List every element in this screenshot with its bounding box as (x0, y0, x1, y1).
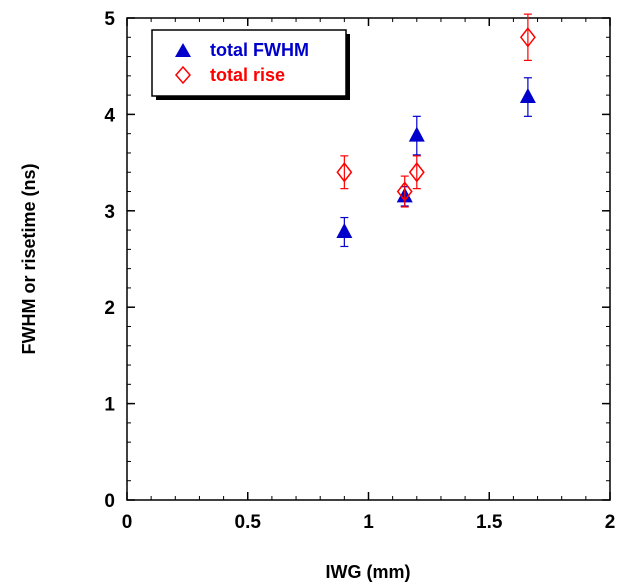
legend-diamond-icon (175, 65, 191, 85)
legend-box (151, 29, 347, 97)
legend-label-total-rise: total rise (210, 65, 285, 85)
y-tick-label: 2 (104, 298, 115, 319)
data-point-diamond (396, 181, 413, 202)
series-layer (336, 13, 536, 248)
series-1 (336, 13, 536, 208)
x-tick-label: 0.5 (235, 512, 262, 533)
x-axis-title: IWG (mm) (326, 562, 411, 582)
x-tick-label: 1 (363, 512, 374, 533)
y-axis-title: FWHM or risetime (ns) (19, 163, 39, 354)
data-point-triangle (519, 88, 536, 104)
data-point-diamond (408, 162, 425, 183)
y-tick-label: 5 (104, 9, 115, 30)
data-point-diamond (336, 162, 353, 183)
y-tick-label: 4 (104, 105, 115, 126)
x-tick-label: 1.5 (476, 512, 503, 533)
y-tick-label: 3 (104, 202, 115, 223)
data-point-triangle (336, 223, 353, 239)
x-tick-label: 0 (122, 512, 133, 533)
data-point-triangle (408, 126, 425, 142)
y-tick-label: 0 (104, 491, 115, 512)
series-0 (336, 77, 536, 248)
y-tick-label: 1 (104, 395, 115, 416)
data-point-diamond (519, 27, 536, 48)
y-axis: 0 1 2 3 4 5 (104, 9, 610, 512)
legend-triangle-icon (175, 43, 191, 57)
x-axis: 0 0.5 1 1.5 2 (122, 18, 616, 533)
legend-label-total-fwhm: total FWHM (210, 40, 309, 60)
legend: total FWHM total rise (151, 29, 350, 100)
x-tick-label: 2 (605, 512, 616, 533)
